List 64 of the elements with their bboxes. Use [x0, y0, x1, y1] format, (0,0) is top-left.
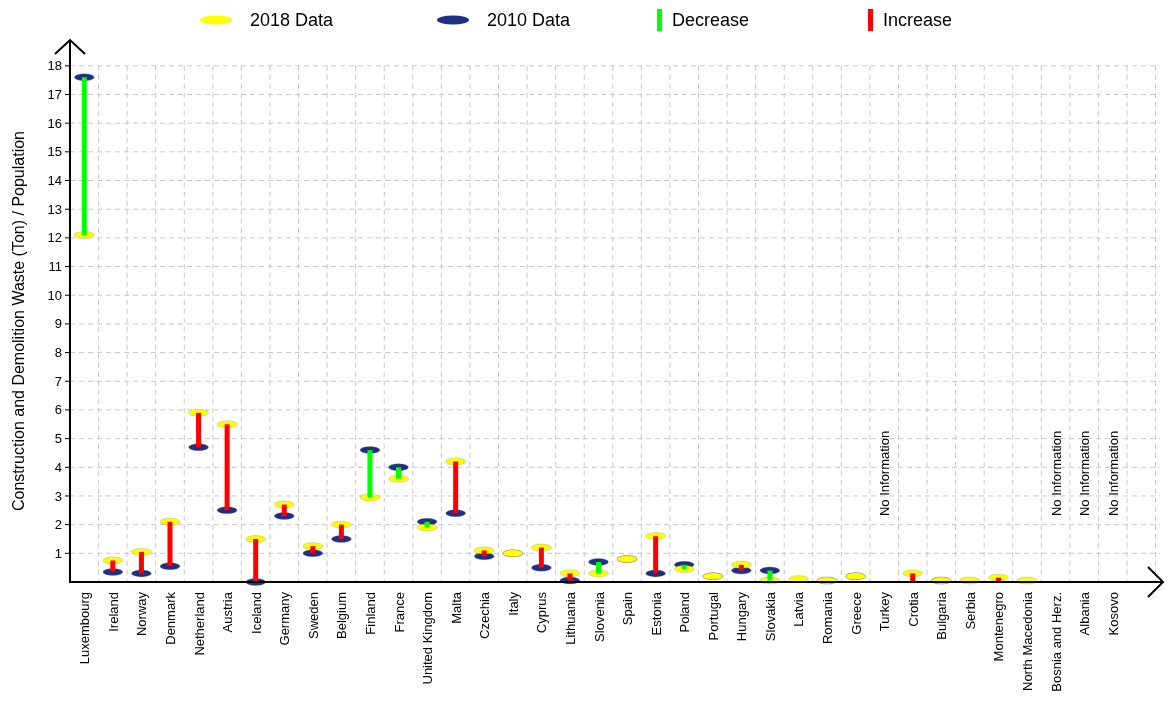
- x-tick-label: Ireland: [105, 592, 121, 632]
- legend-label: Increase: [883, 10, 953, 31]
- x-tick-label: Sweden: [305, 592, 321, 639]
- x-tick-label: Latvia: [791, 591, 807, 627]
- x-tick-label: Poland: [677, 592, 693, 633]
- x-tick-label: Lithuania: [562, 591, 578, 645]
- x-tick-label: France: [391, 592, 407, 633]
- x-tick-label: Portugal: [705, 591, 721, 641]
- x-tick-label: Slovakia: [762, 591, 778, 642]
- y-tick-label: 6: [54, 402, 62, 418]
- x-tick-label: Malta: [448, 591, 464, 624]
- x-tick-label: Netherland: [191, 592, 207, 656]
- y-tick-label: 15: [47, 144, 62, 160]
- x-tick-label: Estonia: [648, 591, 664, 636]
- y-tick-label: 11: [48, 259, 62, 275]
- legend-label: Decrease: [672, 10, 750, 31]
- y-tick-label: 3: [54, 488, 62, 504]
- y-tick-label: 4: [54, 459, 62, 475]
- x-tick-label: North Macedonia: [1020, 591, 1036, 691]
- x-tick-label: Serbia: [962, 591, 978, 630]
- x-tick-label: Austria: [220, 591, 236, 633]
- x-tick-label: Crotia: [905, 591, 921, 627]
- annotation: No Information: [877, 430, 893, 517]
- x-tick-label: Czechia: [477, 591, 493, 639]
- y-axis-title: Construction and Demolition Waste (Ton) / Population: [10, 130, 27, 512]
- x-tick-label: Albania: [1077, 591, 1093, 636]
- y-tick-label: 8: [54, 345, 62, 361]
- x-tick-label: Norway: [134, 591, 150, 637]
- x-tick-label: Spain: [620, 592, 636, 626]
- x-tick-label: Italy: [505, 591, 521, 616]
- x-tick-label: Bulgaria: [934, 591, 950, 640]
- y-tick-label: 7: [54, 373, 62, 389]
- y-tick-label: 9: [54, 316, 62, 332]
- x-tick-label: Turkey: [877, 591, 893, 632]
- x-tick-label: Romania: [820, 591, 836, 645]
- x-tick-label: United Kingdom: [420, 592, 436, 685]
- x-tick-label: Kosovo: [1105, 592, 1121, 636]
- y-tick-label: 5: [54, 431, 62, 447]
- legend-label: 2010 Data: [487, 10, 572, 31]
- x-tick-label: Hungary: [734, 591, 750, 642]
- y-tick-label: 12: [47, 230, 62, 246]
- x-tick-label: Cyprus: [534, 591, 550, 634]
- x-tick-label: Belgium: [334, 592, 350, 639]
- annotation: No Information: [1077, 430, 1093, 517]
- legend-label: 2018 Data: [250, 10, 335, 31]
- y-tick-label: 1: [54, 545, 62, 561]
- x-tick-label: Finland: [362, 592, 378, 635]
- x-tick-label: Bosnia and Herz.: [1048, 592, 1064, 692]
- x-tick-label: Luxembourg: [77, 592, 93, 665]
- annotation: No Information: [1048, 430, 1064, 517]
- annotation: No Information: [1105, 430, 1121, 517]
- y-tick-label: 17: [47, 87, 62, 103]
- y-tick-label: 14: [47, 173, 62, 189]
- y-tick-label: 16: [47, 115, 62, 131]
- x-tick-label: Denmark: [162, 591, 178, 645]
- x-tick-label: Slovenia: [591, 591, 607, 642]
- y-tick-label: 13: [47, 201, 62, 217]
- y-tick-label: 18: [47, 58, 62, 74]
- x-tick-label: Montenegro: [991, 592, 1007, 662]
- x-tick-label: Greece: [848, 592, 864, 635]
- x-tick-label: Iceland: [248, 592, 264, 634]
- y-tick-label: 10: [47, 287, 62, 303]
- y-tick-label: 2: [54, 517, 62, 533]
- x-tick-label: Germany: [277, 591, 293, 646]
